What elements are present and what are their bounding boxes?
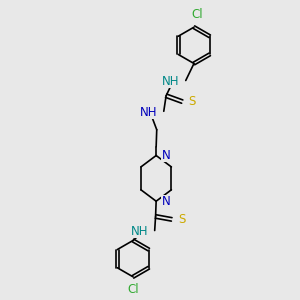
- Text: N: N: [161, 195, 170, 208]
- Text: Cl: Cl: [127, 283, 139, 296]
- Text: NH: NH: [140, 106, 157, 119]
- Text: S: S: [189, 95, 196, 108]
- Text: NH: NH: [131, 225, 148, 238]
- Text: Cl: Cl: [191, 8, 203, 21]
- Text: S: S: [178, 213, 185, 226]
- Text: NH: NH: [162, 75, 179, 88]
- Text: N: N: [161, 149, 170, 162]
